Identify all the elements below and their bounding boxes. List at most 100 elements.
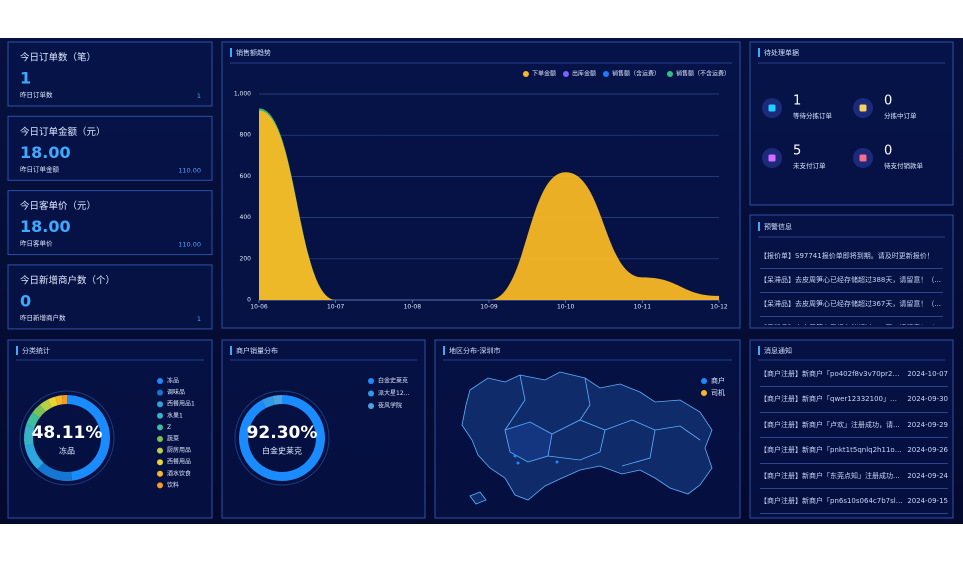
legend-label: 西餐用品 [167, 458, 191, 466]
legend-swatch [157, 436, 163, 442]
pending-label: 等待分拣订单 [793, 111, 833, 120]
legend-label: 蔬菜 [167, 435, 179, 443]
notice-text: 【商户注册】新商户「东莞点知」注册成功... [760, 471, 900, 480]
stat-sub-label: 昨日新增商户数 [20, 313, 66, 322]
title-bar [758, 346, 760, 355]
legend-label: Z [167, 424, 171, 431]
donut-track [234, 390, 330, 486]
donut-center-value: 92.30% [247, 423, 318, 443]
legend-swatch [602, 71, 609, 77]
title-bar [16, 346, 18, 355]
x-tick-label: 10-11 [634, 304, 652, 311]
alerts-list: 【报价单】S97741报价单即将到期。请及时更新报价！ 【呆滞品】去皮周笋心已经存… [760, 245, 943, 325]
map [461, 371, 713, 505]
legend-swatch [368, 390, 374, 397]
legend-swatch [368, 403, 374, 409]
stat-sub-value: 110.00 [178, 241, 201, 249]
legend-swatch [522, 71, 529, 77]
notice-text: 【商户注册】新商户「qwer12332100」注册... [760, 395, 904, 404]
legend-swatch [701, 378, 707, 384]
stat-sub-label: 昨日订单数 [20, 90, 53, 99]
donut-track [19, 390, 115, 486]
title-bar [443, 346, 445, 355]
legend-swatch [157, 447, 163, 454]
notice-text: 【商户注册】新商户「pn6s10s064c7b7sl38... [760, 496, 904, 505]
notice-item: 【商户注册】新商户「东莞点知」注册成功... 2024-09-24 [760, 464, 948, 489]
city-region [461, 371, 713, 501]
notice-item: 【商户注册】新商户「pn41i0lol5a5nvkpepsj... 2024-09… [760, 514, 948, 516]
stat-card [7, 41, 213, 107]
pending-icon-glyph [768, 104, 776, 112]
donut-segment [37, 462, 73, 481]
district-border [654, 425, 701, 441]
notice-item: 【商户注册】新商户「po402f8v3v70pr238k... 2024-10-0… [760, 362, 948, 388]
panel-title: 地区分布-深圳市 [449, 346, 501, 355]
pending-icon-glyph [859, 104, 867, 112]
notice-date: 2024-09-30 [907, 395, 948, 404]
notice-date: 2024-10-07 [907, 370, 948, 378]
y-tick-label: 600 [240, 173, 252, 180]
pending-count: 0 [884, 94, 892, 109]
legend-label: 司机 [711, 388, 725, 397]
donut-segment [47, 396, 58, 408]
map-points [513, 454, 559, 465]
stat-value: 18.00 [20, 217, 71, 236]
legend-swatch [562, 71, 569, 77]
pending-label: 分拣中订单 [884, 111, 917, 120]
donut-center-name: 白金史莱克 [262, 446, 302, 456]
x-tick-label: 10-07 [327, 304, 345, 311]
legend-swatch [701, 390, 707, 396]
legend-swatch [157, 424, 163, 431]
legend-label: 销售额（不含运费） [676, 70, 730, 78]
x-tick-label: 10-08 [404, 304, 422, 311]
donut-segment [26, 412, 40, 428]
pending-count: 0 [884, 144, 892, 159]
legend-label: 调味品 [167, 388, 185, 396]
title-bar [230, 346, 232, 355]
stat-title: 今日订单数（笔） [20, 52, 96, 64]
stat-sub-label: 昨日客单价 [20, 239, 53, 248]
x-tick-label: 10-06 [250, 304, 268, 311]
stat-sub-label: 昨日订单金额 [20, 164, 60, 173]
notice-text: 【商户注册】新商户「po402f8v3v70pr238k... [760, 370, 904, 378]
pending-icon-glyph [859, 154, 867, 162]
panel-title: 预警信息 [764, 222, 792, 231]
legend-label: 厨房用品 [167, 446, 191, 454]
legend-swatch [157, 389, 163, 396]
district-border [547, 419, 606, 461]
legend-label: 水果1 [167, 411, 183, 419]
y-tick-label: 400 [240, 214, 252, 221]
notice-date: 2024-09-26 [907, 446, 948, 455]
x-tick-label: 10-09 [480, 304, 498, 311]
legend-label: 下单金额 [532, 70, 556, 78]
stat-sub-value: 1 [197, 315, 201, 323]
panel-title: 消息通知 [764, 346, 792, 355]
donut-segment [67, 395, 110, 481]
notice-item: 【商户注册】新商户「pnkt1t5qnlq2h11o2p... 2024-09-2… [760, 438, 948, 464]
donut-segment [272, 395, 282, 405]
donut-segment [39, 399, 52, 412]
y-tick-label: 1,000 [234, 91, 251, 98]
pending-label: 待支付销款单 [884, 161, 924, 170]
legend-label: 白金史莱克 [378, 377, 408, 385]
legend-label: 商户 [711, 376, 725, 385]
donut-segment [24, 444, 44, 470]
panel-title: 分类统计 [22, 346, 50, 355]
legend-label: 出库金额 [572, 70, 596, 78]
map-point [555, 460, 559, 464]
panel-title: 商户销量分布 [236, 346, 278, 355]
title-bar [758, 222, 760, 231]
x-tick-label: 10-10 [557, 304, 575, 311]
donut-center-value: 48.11% [32, 423, 103, 443]
legend-swatch [157, 401, 163, 408]
legend-swatch [666, 71, 673, 77]
panel-title: 待处理单据 [764, 48, 799, 57]
stat-sub-value: 1 [197, 92, 201, 100]
stat-value: 18.00 [20, 143, 71, 162]
legend-swatch [368, 378, 374, 384]
stat-title: 今日客单价（元） [20, 200, 96, 212]
stat-card [7, 115, 213, 181]
donut-segment [61, 395, 67, 405]
stat-sub-value: 110.00 [178, 166, 201, 174]
title-bar [758, 48, 760, 57]
